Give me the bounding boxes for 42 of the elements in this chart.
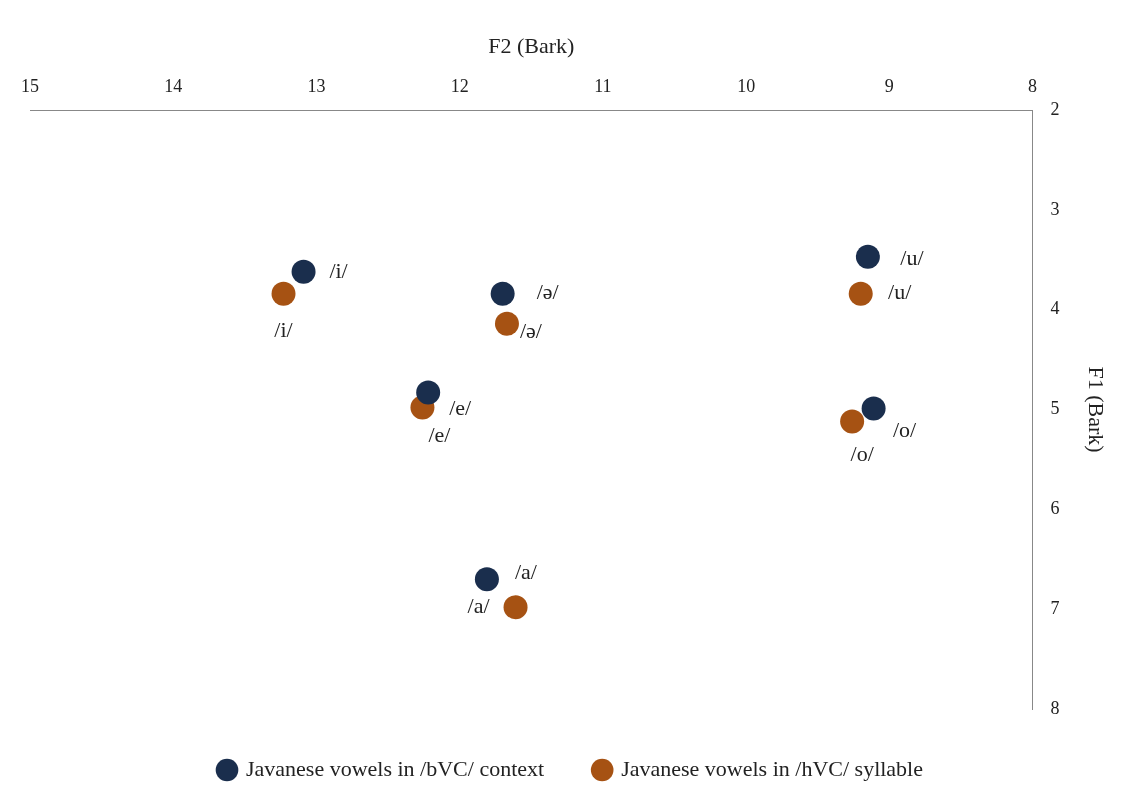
x-tick-label: 10 bbox=[737, 75, 756, 96]
point bbox=[474, 567, 499, 592]
point bbox=[840, 409, 865, 434]
point bbox=[848, 281, 873, 306]
legend-label: Javanese vowels in /hVC/ syllable bbox=[621, 755, 924, 781]
annotation: /a/ bbox=[467, 592, 491, 618]
annotation: /e/ bbox=[428, 422, 452, 448]
x-tick-label: 15 bbox=[21, 75, 39, 96]
x-tick-label: 14 bbox=[164, 75, 183, 96]
y-tick-label: 4 bbox=[1050, 298, 1060, 319]
annotation: /o/ bbox=[850, 441, 875, 467]
annotation: /ə/ bbox=[519, 318, 543, 344]
point bbox=[861, 396, 886, 421]
point bbox=[271, 281, 296, 306]
point bbox=[494, 311, 519, 336]
y-tick-label: 6 bbox=[1050, 498, 1060, 519]
annotation: /e/ bbox=[449, 395, 473, 421]
annotation: /u/ bbox=[888, 279, 913, 305]
y-tick-label: 8 bbox=[1050, 697, 1060, 718]
annotation: /i/ bbox=[329, 257, 349, 283]
y-tick-label: 7 bbox=[1050, 597, 1060, 618]
y-tick-label: 5 bbox=[1050, 398, 1060, 419]
y-tick-label: 3 bbox=[1050, 198, 1060, 219]
point bbox=[291, 259, 316, 284]
annotation: /ə/ bbox=[536, 279, 560, 305]
point bbox=[490, 281, 515, 306]
x-tick-label: 9 bbox=[884, 75, 894, 96]
point bbox=[503, 595, 528, 620]
y-axis-title: F1 (Bark) bbox=[1084, 366, 1110, 453]
annotation: /a/ bbox=[514, 559, 538, 584]
x-tick-label: 12 bbox=[450, 75, 469, 96]
legend-label: Javanese vowels in /bVC/ context bbox=[246, 755, 545, 781]
annotation: /o/ bbox=[893, 417, 918, 443]
x-tick-label: 13 bbox=[307, 75, 326, 96]
y-tick-label: 2 bbox=[1050, 98, 1060, 119]
annotation: /u/ bbox=[900, 244, 925, 270]
x-axis-title: F2 (Bark) bbox=[488, 32, 575, 58]
point bbox=[416, 380, 441, 405]
annotation: /i/ bbox=[274, 317, 294, 343]
point bbox=[855, 244, 880, 269]
x-tick-label: 8 bbox=[1028, 75, 1038, 96]
x-tick-label: 11 bbox=[594, 75, 612, 96]
